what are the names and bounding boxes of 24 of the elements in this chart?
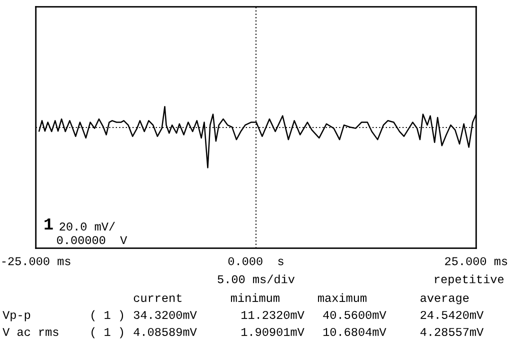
text: 1.90901mV bbox=[241, 328, 304, 336]
text: 40.5600mV bbox=[323, 310, 386, 319]
text: 4.08589mV bbox=[134, 328, 197, 336]
text: V ac rms bbox=[2, 328, 58, 336]
text: 5.00 ms/div bbox=[218, 274, 295, 284]
text: 1 bbox=[44, 218, 53, 230]
text: 4.28557mV bbox=[420, 328, 484, 336]
text: repetitive bbox=[434, 274, 504, 286]
text: 34.3200mV bbox=[134, 310, 197, 319]
text: average bbox=[420, 295, 469, 304]
x-tick-label: 0.000 s bbox=[228, 257, 284, 266]
x-tick-label: 25.000 ms bbox=[445, 257, 508, 266]
text: ( 1 ) bbox=[92, 310, 124, 322]
text: current bbox=[134, 294, 182, 302]
text: Vp-p bbox=[2, 311, 30, 322]
text: 10.6804mV bbox=[323, 328, 386, 336]
text: ( 1 ) bbox=[92, 327, 124, 338]
text: 0.00000 V bbox=[57, 236, 128, 244]
text: 24.5420mV bbox=[420, 310, 484, 319]
x-tick-label: -25.000 ms bbox=[2, 257, 70, 266]
text: 11.2320mV bbox=[241, 310, 304, 319]
text: 20.0 mV/ bbox=[60, 222, 115, 231]
text: minimum bbox=[230, 293, 280, 302]
text: maximum bbox=[318, 293, 366, 302]
